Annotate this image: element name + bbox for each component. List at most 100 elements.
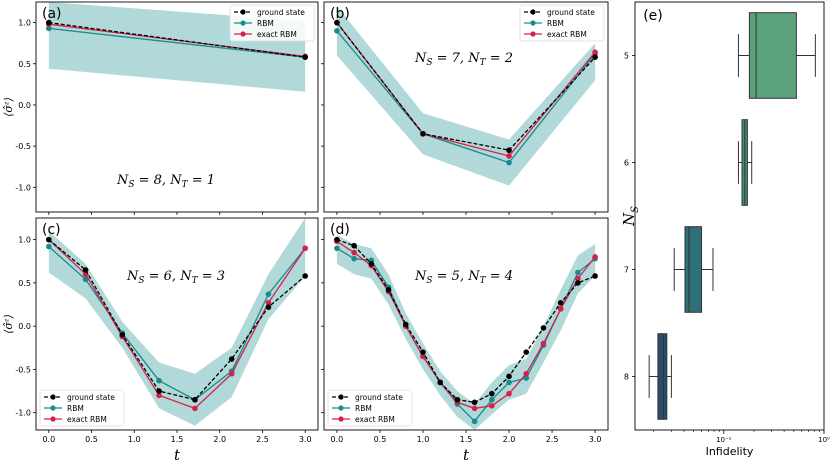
annotation-part: N: [414, 51, 427, 66]
series-rbm-line: [48, 27, 306, 58]
box-ns-5: [748, 12, 797, 99]
series-ground-state-point: [368, 261, 375, 267]
panel-plot-area: [46, 218, 308, 426]
panel-1: (b) NS = 7, NT = 2 ground state RBM exact RB…: [321, 1, 609, 215]
series-ground-state-point: [420, 130, 426, 137]
y-tick-label: 1.0: [18, 19, 31, 28]
annotation-part: S: [138, 276, 144, 286]
series-exact-rbm-line: [336, 240, 596, 410]
legend-ground-marker: [338, 394, 344, 400]
series-ground-state-point: [82, 267, 89, 273]
legend-rbm-marker: [240, 20, 246, 26]
series-ground-state-point: [454, 396, 461, 403]
annotation-part: = 6, N: [145, 269, 193, 284]
y-tick-label: 5: [624, 52, 629, 61]
x-tick-label: 0.0: [42, 435, 55, 444]
y-tick-label: 0.0: [18, 322, 31, 331]
annotation-part: S: [128, 180, 134, 190]
panel-e-frame: [634, 1, 825, 431]
panel-annotation: NS = 7, NT = 2: [414, 51, 513, 68]
annotation-part: T: [480, 58, 487, 68]
series-ground-state-point: [46, 19, 52, 26]
annotation-part: N: [414, 269, 427, 284]
series-rbm-point: [334, 245, 340, 252]
series-ground-state-point: [351, 242, 357, 249]
series-exact-rbm-line: [48, 239, 306, 410]
annotation-part: N: [126, 269, 139, 284]
series-ground-state-point: [385, 287, 392, 293]
legend-rbm-marker: [338, 405, 344, 411]
x-tick-label: 2.5: [546, 435, 559, 444]
panel-annotation: NS = 8, NT = 1: [116, 173, 215, 190]
annotation-part: S: [426, 276, 432, 286]
series-rbm-point: [523, 375, 530, 381]
series-rbm-point: [351, 255, 357, 262]
series-rbm-point: [506, 159, 512, 166]
y-tick-label: 0.5: [18, 60, 31, 69]
annotation-part: = 7, N: [433, 51, 481, 66]
series-exact-rbm-point: [506, 390, 512, 397]
panel-0: -1.0 -0.5 0.0 0.5 1.0 ⟨σ̂ᶻ⟩ (a) NS = 8, NT = 1 g…: [2, 1, 319, 215]
series-ground-state-point: [437, 379, 443, 386]
x-tick-label: 3.0: [299, 435, 312, 444]
panels-layer: -1.0-0.50.00.51.0⟨σ̂ᶻ⟩(a)NS = 8, NT = 1g…: [2, 1, 609, 462]
panel-label: (c): [42, 222, 61, 238]
legend-ground-marker: [50, 394, 56, 400]
y-tick-label: 7: [624, 266, 629, 275]
legend-exact-marker: [240, 31, 246, 37]
y-tick-label: -1.0: [15, 183, 31, 192]
y-label-sub: S: [630, 206, 641, 213]
y-axis-label: ⟨σ̂ᶻ⟩: [2, 314, 15, 334]
x-tick-label: 0.0: [331, 435, 344, 444]
series-exact-rbm-point: [351, 249, 357, 256]
series-rbm-line: [48, 246, 306, 401]
series-exact-rbm-point: [540, 340, 547, 347]
legend-ground-label: ground state: [547, 8, 595, 17]
legend-rbm-label: RBM: [67, 404, 84, 413]
series-ground-state-line: [48, 21, 306, 58]
x-tick-label: 1.5: [460, 435, 473, 444]
series-rbm-point: [82, 276, 89, 283]
x-tick-label: 0.5: [85, 435, 98, 444]
annotation-part: T: [192, 276, 199, 286]
y-tick-label: -1.0: [15, 409, 31, 418]
series-exact-rbm-point: [302, 245, 308, 252]
panel-label: (d): [330, 222, 350, 238]
x-tick-label: 2.5: [256, 435, 269, 444]
legend-ground-label: ground state: [355, 393, 403, 402]
series-ground-state-point: [302, 273, 308, 279]
series-ground-state-point: [46, 236, 52, 243]
series-exact-rbm-point: [557, 306, 564, 312]
series-rbm-point: [46, 243, 52, 250]
panel-annotation: NS = 5, NT = 4: [414, 269, 513, 286]
series-ground-state-point: [575, 280, 581, 286]
panel-label: (b): [330, 6, 350, 22]
legend-ground-marker: [240, 9, 246, 15]
y-tick-label: 8: [624, 373, 629, 382]
series-ground-state-point: [402, 321, 409, 328]
legend-ground-label: ground state: [257, 8, 305, 17]
series-ground-state-point: [119, 332, 126, 338]
x-tick-label: 2.0: [503, 435, 516, 444]
x-tick-label: 0.5: [374, 435, 387, 444]
x-tick-label: 1.5: [171, 435, 184, 444]
legend-box: [327, 389, 413, 427]
series-ground-state-point: [592, 54, 598, 60]
series-exact-rbm-point: [506, 153, 512, 159]
y-tick-label: 1.0: [18, 236, 31, 245]
series-ground-state-point: [156, 388, 162, 394]
series-ground-state-point: [192, 396, 198, 403]
rbm-confidence-band: [336, 235, 596, 430]
series-ground-state-point: [506, 147, 512, 154]
series-exact-rbm-point: [592, 254, 598, 260]
series-rbm-point: [156, 377, 162, 384]
series-ground-state-point: [420, 349, 426, 355]
x-tick-label: 3.0: [589, 435, 602, 444]
annotation-part: T: [480, 276, 487, 286]
y-tick-label: 0.0: [18, 101, 31, 110]
legend-ground-label: ground state: [67, 393, 115, 402]
series-exact-rbm-point: [192, 405, 198, 412]
panel-2: -1.0-0.50.00.51.0⟨σ̂ᶻ⟩0.0 0.5 1.0 1.5 2.0 2.5…: [2, 217, 319, 462]
legend-rbm-marker: [530, 20, 536, 26]
series-rbm-point: [489, 396, 495, 403]
